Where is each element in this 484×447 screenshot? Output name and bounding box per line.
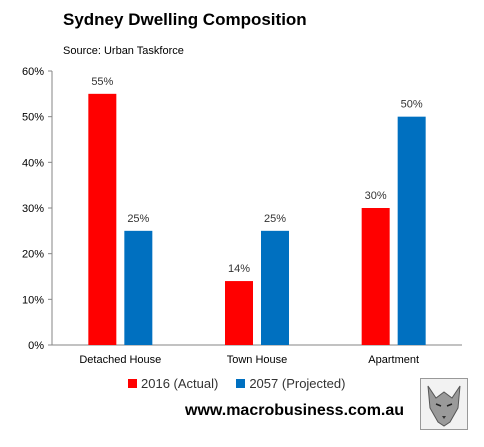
data-label: 25% — [127, 213, 149, 225]
wolf-logo-icon — [420, 378, 468, 430]
legend-item-2057: 2057 (Projected) — [236, 376, 345, 391]
legend-swatch-2016 — [128, 379, 137, 388]
chart-subtitle: Source: Urban Taskforce — [63, 45, 184, 57]
y-tick-label: 30% — [22, 203, 44, 215]
legend-item-2016: 2016 (Actual) — [128, 376, 218, 391]
y-tick-label: 60% — [22, 66, 44, 78]
y-tick-label: 40% — [22, 157, 44, 169]
bar — [88, 93, 117, 345]
x-tick-label: Town House — [227, 354, 288, 366]
legend: 2016 (Actual) 2057 (Projected) — [128, 376, 363, 391]
bar — [397, 116, 426, 346]
bar — [225, 281, 253, 345]
data-label: 50% — [401, 99, 423, 111]
y-tick-label: 10% — [22, 294, 44, 306]
data-label: 25% — [264, 213, 286, 225]
legend-label-2016: 2016 (Actual) — [141, 376, 219, 391]
chart-title: Sydney Dwelling Composition — [63, 10, 307, 29]
data-label: 55% — [91, 76, 113, 88]
data-label: 30% — [365, 190, 387, 202]
x-tick-label: Detached House — [79, 354, 161, 366]
bar — [361, 208, 390, 345]
bar — [124, 230, 153, 345]
x-tick-label: Apartment — [368, 354, 419, 366]
legend-label-2057: 2057 (Projected) — [249, 376, 346, 391]
website-url: www.macrobusiness.com.au — [185, 402, 405, 419]
y-tick-label: 50% — [22, 112, 44, 124]
bar — [261, 230, 289, 345]
y-tick-label: 20% — [22, 249, 44, 261]
data-label: 14% — [228, 263, 250, 275]
y-tick-label: 0% — [28, 340, 44, 352]
legend-swatch-2057 — [236, 379, 246, 388]
